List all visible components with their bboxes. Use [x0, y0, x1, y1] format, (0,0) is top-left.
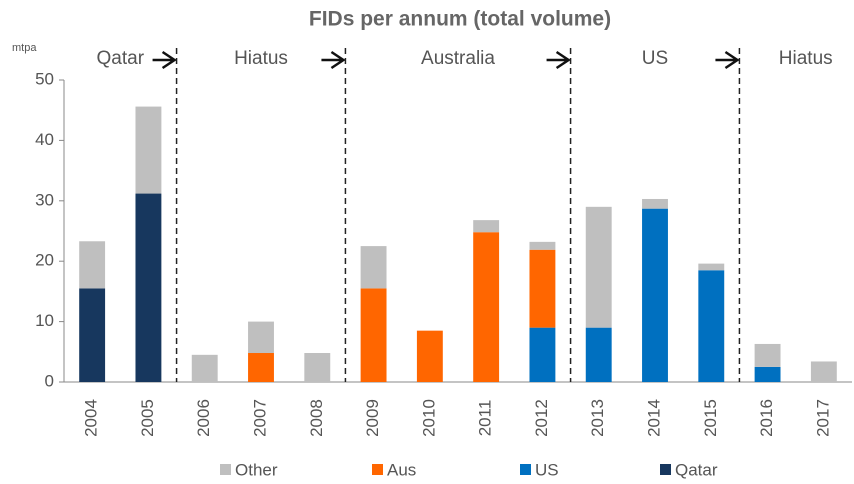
bar-segment [698, 263, 725, 271]
legend-swatch [520, 464, 531, 475]
y-tick-label: 30 [35, 190, 54, 209]
x-tick-label: 2006 [194, 399, 213, 437]
bar-segment [529, 249, 556, 328]
bar-segment [191, 354, 218, 382]
bar-segment [135, 193, 162, 382]
phase-arrow [546, 50, 571, 70]
bar-segment [698, 270, 725, 382]
y-axis-label: mtpa [12, 42, 37, 54]
x-tick-label: 2004 [82, 399, 101, 437]
bar-segment [754, 343, 781, 367]
y-tick-label: 0 [45, 371, 54, 390]
bar-segment [304, 353, 331, 382]
bar-segment [360, 246, 387, 289]
legend-swatch [220, 464, 231, 475]
phase-label: US [642, 48, 668, 69]
y-tick-label: 40 [35, 130, 54, 149]
bar-segment [79, 288, 106, 382]
phase-label: Qatar [97, 48, 145, 69]
bar-segment [360, 288, 387, 382]
phase-label: Australia [421, 48, 495, 69]
y-tick-label: 10 [35, 311, 54, 330]
bar-segment [585, 327, 612, 382]
bar-segment [248, 321, 274, 354]
x-tick-label: 2010 [419, 399, 438, 437]
legend-label: Aus [387, 460, 416, 479]
bar-segment [642, 208, 668, 382]
legend-label: US [535, 460, 559, 479]
phase-arrow [321, 50, 346, 70]
x-tick-label: 2013 [588, 399, 607, 437]
bar-segment [79, 241, 106, 289]
bar-segment [529, 241, 556, 250]
y-tick-label: 20 [35, 251, 54, 270]
x-tick-label: 2017 [813, 399, 832, 437]
x-tick-label: 2012 [532, 399, 551, 437]
phase-label: Hiatus [779, 48, 833, 69]
x-tick-label: 2009 [363, 399, 382, 437]
x-tick-label: 2011 [476, 400, 495, 437]
bar-segment [135, 106, 162, 194]
bar-segment [248, 353, 274, 382]
x-tick-label: 2007 [250, 399, 269, 437]
x-tick-label: 2015 [701, 399, 720, 437]
bar-segment [473, 220, 500, 233]
phase-arrow [715, 50, 740, 70]
legend-label: Qatar [675, 460, 718, 479]
legend-swatch [372, 464, 383, 475]
y-tick-label: 50 [35, 69, 54, 88]
bar-segment [585, 206, 612, 328]
phase-label: Hiatus [234, 48, 288, 69]
bar-segment [416, 330, 443, 382]
bar-segment [473, 232, 500, 382]
chart-title: FIDs per annum (total volume) [309, 8, 611, 31]
legend-swatch [660, 464, 671, 475]
phase-arrow [152, 50, 177, 70]
x-tick-label: 2008 [307, 399, 326, 437]
bar-segment [754, 366, 781, 382]
x-tick-label: 2014 [644, 399, 663, 437]
bar-segment [642, 198, 668, 209]
bar-segment [810, 361, 837, 382]
legend-label: Other [235, 460, 278, 479]
x-tick-label: 2005 [138, 399, 157, 437]
bar-segment [529, 327, 556, 382]
x-tick-label: 2016 [757, 399, 776, 437]
